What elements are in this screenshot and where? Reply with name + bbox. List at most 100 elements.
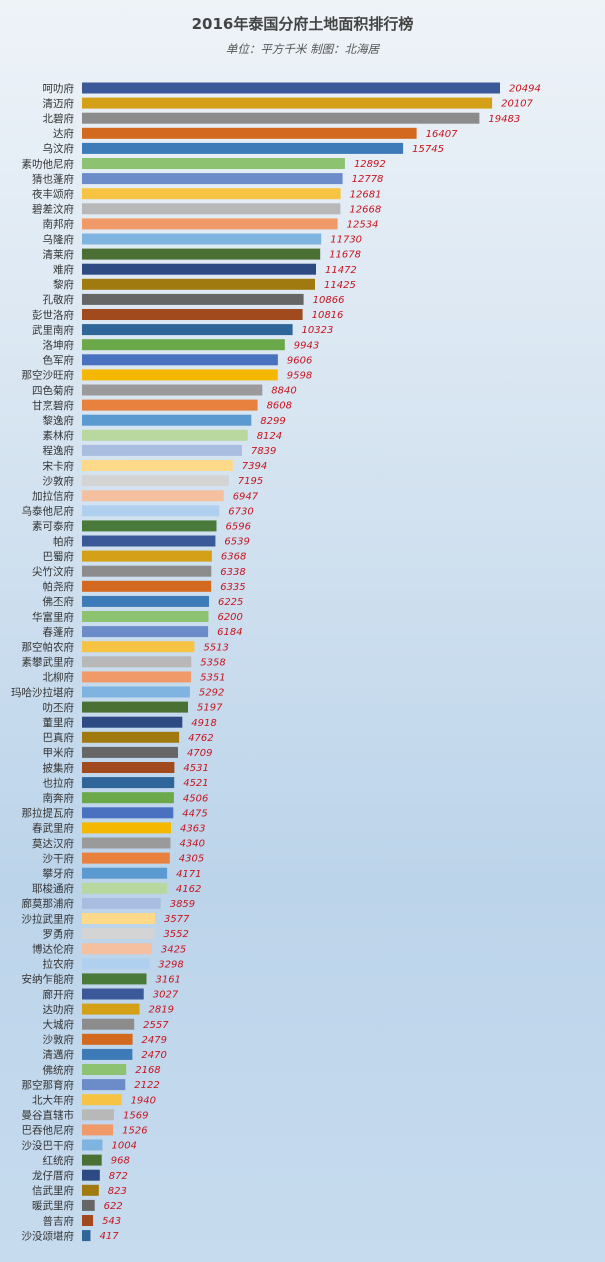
value-label: 4363 bbox=[180, 824, 205, 835]
bar bbox=[82, 943, 152, 955]
category-label: 达府 bbox=[53, 127, 74, 140]
bar bbox=[82, 565, 212, 577]
category-label: 莫达汉府 bbox=[32, 837, 74, 850]
category-label: 普吉府 bbox=[43, 1214, 75, 1227]
category-label: 武里南府 bbox=[32, 323, 74, 336]
value-label: 6539 bbox=[224, 537, 249, 548]
value-label: 20494 bbox=[509, 84, 541, 95]
bar bbox=[82, 112, 480, 124]
bar bbox=[82, 475, 229, 487]
value-label: 1569 bbox=[123, 1110, 148, 1121]
value-label: 7394 bbox=[242, 461, 267, 472]
bar bbox=[82, 595, 209, 607]
bar bbox=[82, 1154, 102, 1166]
bar bbox=[82, 339, 285, 351]
chart-title: 2016年泰国分府土地面积排行榜 bbox=[191, 15, 414, 33]
category-label: 大城府 bbox=[43, 1018, 75, 1031]
category-label: 那拉提瓦府 bbox=[22, 807, 75, 820]
bar bbox=[82, 928, 155, 940]
category-label: 曼谷直辖市 bbox=[22, 1109, 75, 1122]
category-label: 巴吞他尼府 bbox=[22, 1124, 75, 1137]
category-label: 博达伦府 bbox=[32, 943, 74, 956]
value-label: 10866 bbox=[313, 295, 345, 306]
value-label: 6184 bbox=[217, 627, 242, 638]
value-label: 5513 bbox=[203, 642, 228, 653]
value-label: 4506 bbox=[183, 793, 208, 804]
category-label: 披集府 bbox=[43, 761, 75, 774]
value-label: 2479 bbox=[142, 1035, 167, 1046]
bars-group: 呵叻府 20494 清迈府 20107 北碧府 19483 达府 16407 乌汶府 15745 素… bbox=[11, 82, 541, 1243]
value-label: 19483 bbox=[488, 114, 520, 125]
bar bbox=[82, 520, 217, 532]
value-label: 823 bbox=[108, 1186, 127, 1197]
bar bbox=[82, 656, 192, 668]
category-label: 乌泰他尼府 bbox=[22, 505, 75, 518]
value-label: 8124 bbox=[257, 431, 282, 442]
bar bbox=[82, 746, 178, 758]
bar bbox=[82, 807, 174, 819]
bar bbox=[82, 97, 493, 109]
value-label: 11678 bbox=[329, 250, 361, 261]
value-label: 3552 bbox=[163, 929, 188, 940]
value-label: 4305 bbox=[179, 854, 204, 865]
value-label: 872 bbox=[109, 1171, 128, 1182]
category-label: 沙干府 bbox=[43, 852, 75, 865]
bar bbox=[82, 324, 293, 336]
bar bbox=[82, 671, 192, 683]
bar bbox=[82, 188, 341, 200]
category-label: 清莱府 bbox=[43, 248, 75, 261]
value-label: 9598 bbox=[287, 371, 312, 382]
bar bbox=[82, 988, 144, 1000]
value-label: 1526 bbox=[122, 1126, 147, 1137]
category-label: 宋卡府 bbox=[43, 459, 75, 472]
bar bbox=[82, 1169, 100, 1181]
value-label: 6947 bbox=[233, 491, 259, 502]
value-label: 4762 bbox=[188, 733, 213, 744]
category-label: 拉农府 bbox=[43, 958, 75, 971]
category-label: 那空那育府 bbox=[22, 1078, 75, 1091]
bar bbox=[82, 852, 170, 864]
bar bbox=[82, 701, 188, 713]
value-label: 6225 bbox=[218, 597, 243, 608]
value-label: 3161 bbox=[155, 975, 180, 986]
category-label: 巴真府 bbox=[43, 731, 75, 744]
category-label: 难府 bbox=[53, 263, 74, 276]
bar bbox=[82, 1215, 94, 1226]
value-label: 8840 bbox=[271, 386, 296, 397]
category-label: 春蓬府 bbox=[43, 625, 75, 638]
category-label: 碧差汶府 bbox=[32, 203, 74, 216]
value-label: 2168 bbox=[135, 1065, 160, 1076]
category-label: 廊开府 bbox=[43, 988, 75, 1001]
bar bbox=[82, 293, 304, 305]
category-label: 素攀武里府 bbox=[22, 656, 75, 669]
value-label: 4531 bbox=[183, 763, 208, 774]
category-label: 沙拉武里府 bbox=[22, 912, 75, 925]
value-label: 2819 bbox=[148, 1005, 173, 1016]
bar bbox=[82, 1230, 91, 1242]
bar bbox=[82, 1184, 99, 1196]
category-label: 黎逸府 bbox=[43, 414, 75, 427]
category-label: 佛丕府 bbox=[43, 595, 75, 608]
value-label: 543 bbox=[102, 1216, 121, 1227]
value-label: 968 bbox=[111, 1156, 130, 1167]
category-label: 达叻府 bbox=[43, 1003, 75, 1016]
value-label: 3298 bbox=[158, 959, 183, 970]
category-label: 色军府 bbox=[43, 354, 75, 367]
value-label: 6730 bbox=[228, 506, 253, 517]
value-label: 12681 bbox=[350, 189, 382, 200]
category-label: 叻丕府 bbox=[43, 701, 75, 714]
bar bbox=[82, 384, 263, 396]
category-label: 黎府 bbox=[53, 278, 74, 291]
bar bbox=[82, 203, 341, 215]
bar bbox=[82, 626, 209, 638]
category-label: 罗勇府 bbox=[43, 927, 75, 940]
value-label: 10323 bbox=[302, 325, 334, 336]
bar bbox=[82, 535, 216, 547]
bar bbox=[82, 792, 174, 804]
category-label: 廊莫那浦府 bbox=[22, 897, 75, 910]
bar bbox=[82, 550, 212, 562]
value-label: 6596 bbox=[226, 522, 251, 533]
bar bbox=[82, 309, 303, 320]
category-label: 玛哈沙拉堪府 bbox=[11, 686, 74, 699]
